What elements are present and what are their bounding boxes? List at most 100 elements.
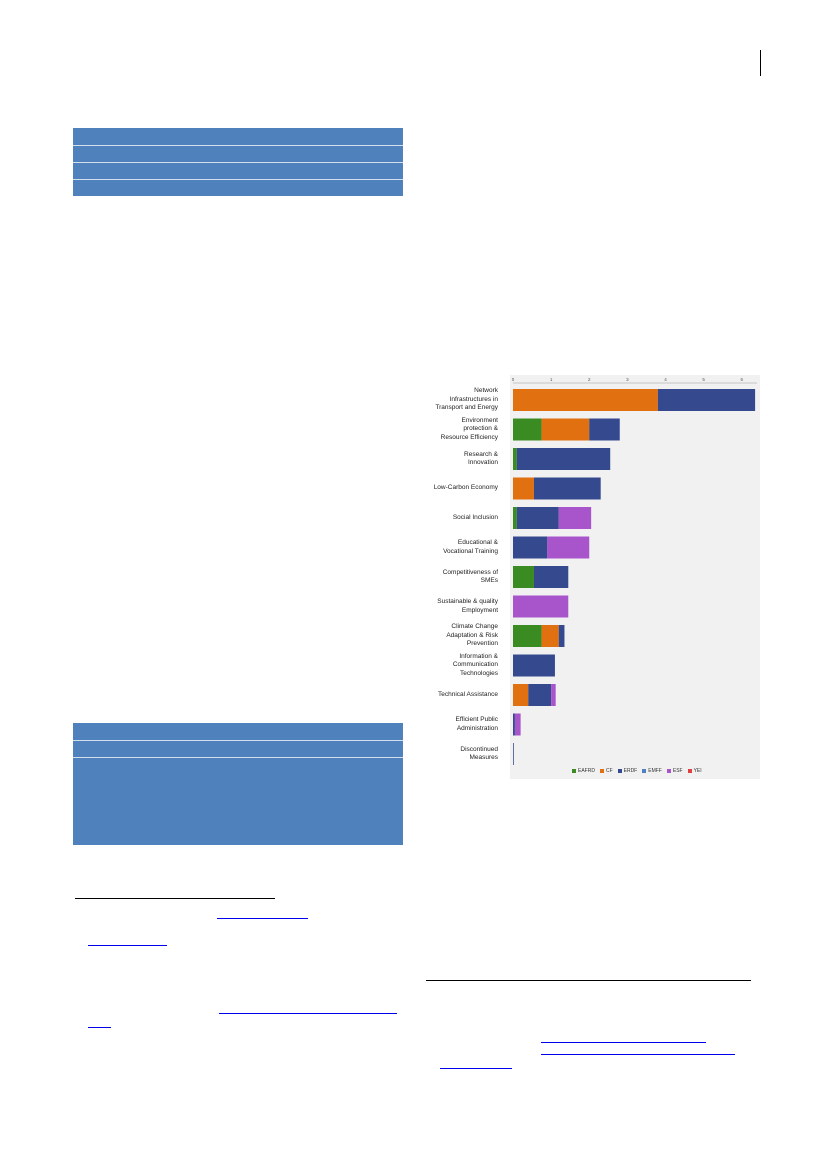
legend-swatch: [572, 768, 576, 773]
category-label-line: Technical Assistance: [438, 690, 498, 698]
legend-item-cf: CF: [599, 768, 613, 774]
x-tick-label: 3: [626, 377, 629, 382]
footnote-link[interactable]: [88, 945, 167, 946]
x-tick-label: 4: [664, 377, 667, 382]
category-label: Efficient Public Administration: [378, 716, 498, 733]
bar-cf-0: [513, 389, 658, 411]
bar-chart: 0 1 2 3 4 5 6: [512, 377, 757, 765]
bar-erdf-8: [558, 625, 565, 647]
x-tick-label: 0: [512, 377, 515, 382]
category-label-line: Discontinued: [460, 745, 498, 753]
bar-eafrd-1: [513, 418, 542, 441]
row-divider: [73, 162, 403, 163]
category-label-line: Vocational Training: [443, 547, 498, 555]
footnote-link[interactable]: [440, 1068, 512, 1069]
x-tick-label: 1: [550, 377, 553, 382]
category-label-line: Social Inclusion: [452, 513, 498, 521]
category-label-line: Educational &: [457, 539, 498, 546]
bar-cf-3: [513, 477, 534, 500]
bar-esf-7: [513, 595, 569, 618]
category-label-line: Low-Carbon Economy: [433, 484, 498, 492]
category-label-line: Information &: [459, 652, 498, 660]
category-label: Low-Carbon Economy: [378, 484, 498, 493]
bar-erdf-4: [516, 507, 559, 529]
footnote-separator-left: [75, 898, 275, 899]
bar-eafrd-4: [513, 507, 517, 529]
bar-erdf-6: [533, 566, 569, 588]
bar-erdf-2: [516, 448, 611, 470]
bar-eafrd-2: [513, 448, 517, 470]
category-label-line: Technologies: [460, 669, 498, 677]
footnote-link[interactable]: [88, 1027, 111, 1028]
category-label: Information & Communication Technologies: [378, 653, 498, 679]
category-label-line: SMEs: [480, 577, 498, 584]
category-label-line: Efficient Public: [455, 716, 498, 723]
bar-eafrd-6: [513, 566, 534, 588]
bar-erdf-1: [589, 418, 620, 441]
row-divider: [73, 740, 403, 741]
x-tick-label: 2: [588, 377, 591, 382]
bar-esf-5: [547, 536, 590, 559]
bar-cf-8: [541, 625, 559, 647]
legend-label: EAFRD: [578, 768, 595, 774]
category-label-line: Administration: [456, 724, 498, 732]
bar-erdf-9: [513, 654, 555, 677]
legend-item-erdf: ERDF: [617, 768, 638, 774]
bar-cf-1: [541, 418, 590, 441]
legend-item-emff: EMFF: [642, 768, 662, 774]
category-label-line: Employment: [461, 606, 498, 614]
category-label-line: Research &: [464, 450, 498, 458]
bar-eafrd-8: [513, 625, 542, 647]
footnote-link[interactable]: [217, 918, 308, 919]
x-tick-label: 5: [702, 377, 705, 382]
legend-item-yei: YEI: [687, 768, 702, 774]
legend-label: YEI: [693, 768, 702, 774]
bar-cf-10: [513, 684, 529, 706]
table-block-bottom: [73, 723, 403, 845]
category-label: Educational & Vocational Training: [378, 539, 498, 556]
category-label: Climate Change Adaptation & Risk Preventio…: [378, 623, 498, 649]
bar-erdf-10: [528, 684, 552, 706]
category-label-line: Transport and Energy: [435, 404, 498, 412]
category-label-line: Infrastructures in: [449, 395, 498, 403]
footnote-separator-right: [426, 980, 751, 981]
footnote-link[interactable]: [541, 1054, 735, 1055]
legend-item-esf: ESF: [666, 768, 683, 774]
category-label: Competitiveness of SMEs: [378, 569, 498, 586]
bar-esf-4: [558, 507, 592, 529]
row-divider: [73, 757, 403, 758]
footnote-link[interactable]: [541, 1042, 706, 1043]
category-label-line: protection &: [463, 425, 498, 433]
bar-erdf-5: [513, 536, 548, 559]
chart-legend: EAFRD CF ERDF EMFF ESF YEI: [572, 768, 707, 774]
category-label: Social Inclusion: [378, 514, 498, 523]
legend-swatch: [599, 768, 604, 773]
bar-erdf-3: [533, 477, 601, 500]
table-block-top: [73, 128, 403, 196]
x-tick-label: 6: [740, 377, 743, 382]
row-divider: [73, 179, 403, 180]
legend-label: ESF: [672, 768, 683, 774]
category-label-line: Innovation: [468, 459, 498, 466]
category-label-line: Sustainable & quality: [437, 598, 498, 605]
category-label-line: Climate Change: [451, 623, 498, 631]
category-label: Technical Assistance: [378, 691, 498, 700]
bar-erdf-12: [513, 743, 514, 765]
category-label: Research & Innovation: [378, 451, 498, 468]
category-label-line: Network: [474, 387, 498, 395]
legend-label: CF: [605, 768, 613, 774]
legend-swatch: [687, 768, 692, 773]
footnote-link[interactable]: [219, 1013, 397, 1014]
category-label: Discontinued Measures: [378, 746, 498, 763]
category-label: Sustainable & quality Employment: [378, 598, 498, 615]
legend-label: ERDF: [623, 768, 638, 774]
row-divider: [73, 145, 403, 146]
bar-esf-10: [551, 684, 556, 706]
category-label-line: Environment: [461, 416, 499, 424]
legend-label: EMFF: [648, 768, 662, 774]
category-label-line: Communication: [452, 661, 498, 669]
legend-swatch: [666, 768, 671, 773]
category-label: Network Infrastructures in Transport and E…: [378, 387, 498, 413]
page-edge-line: [760, 50, 761, 76]
category-label: Environment protection & Resource Efficien…: [378, 417, 498, 443]
